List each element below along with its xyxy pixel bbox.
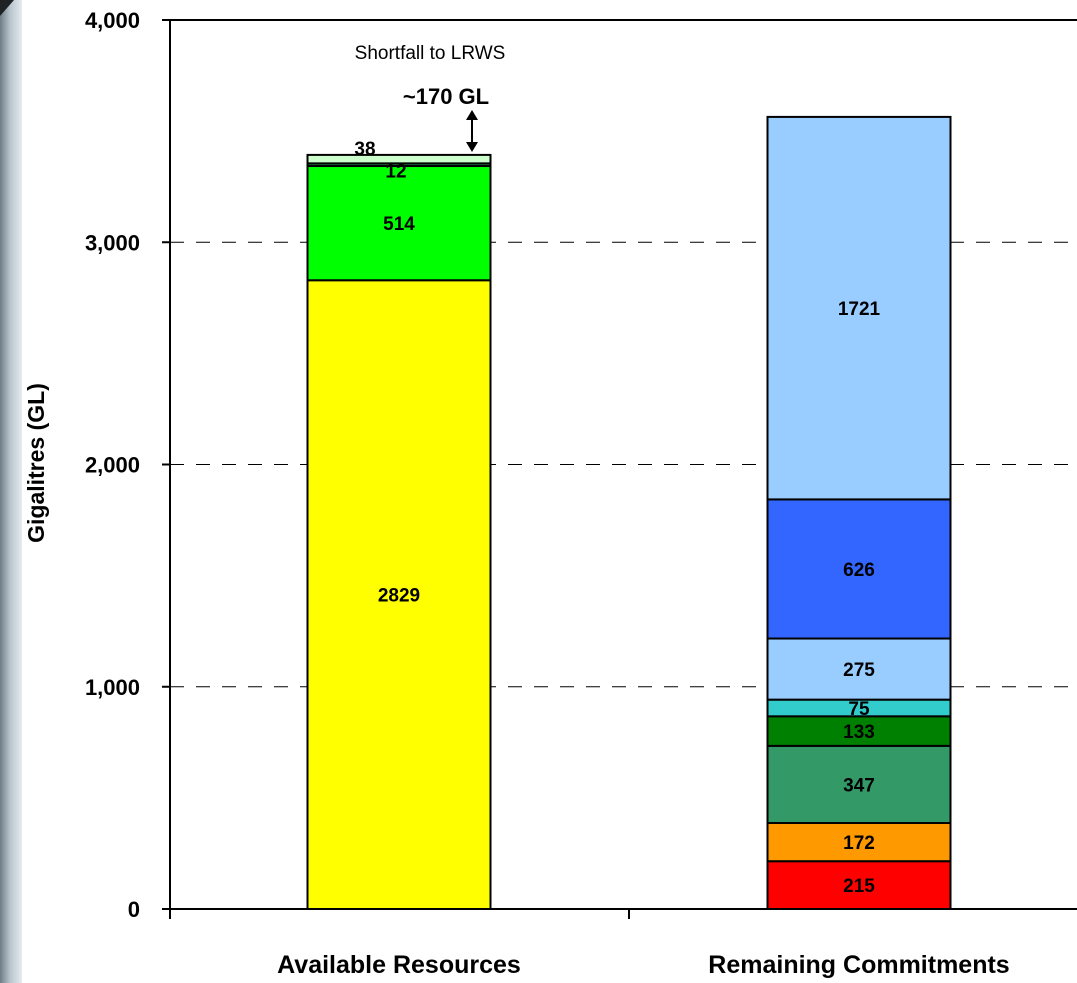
segment-label: 626 (843, 560, 875, 581)
shortfall-value: ~170 GL (403, 84, 489, 109)
window-edge (0, 0, 22, 983)
segment-label: 347 (843, 775, 875, 796)
y-tick-label: 4,000 (85, 8, 140, 33)
bar-segment (766, 821, 952, 863)
bar-segment (766, 715, 952, 747)
shortfall-arrow-down-head (466, 142, 478, 152)
y-tick-label: 0 (128, 897, 140, 922)
segment-label: 1721 (838, 299, 881, 320)
segment-label: 215 (843, 876, 875, 897)
shortfall-label: Shortfall to LRWS (355, 43, 506, 64)
segment-label: 172 (843, 833, 875, 854)
category-label: Available Resources (277, 951, 521, 979)
category-label: Remaining Commitments (708, 951, 1009, 979)
segment-label: 12 (385, 162, 406, 183)
segment-label: 38 (354, 139, 375, 160)
bar-segment (766, 637, 952, 701)
segment-label: 275 (843, 660, 875, 681)
segment-label: 514 (383, 214, 415, 235)
y-tick-label: 1,000 (85, 675, 140, 700)
window-corner (0, 0, 14, 16)
y-axis-label: Gigalitres (GL) (23, 383, 49, 543)
segment-label: 75 (848, 699, 870, 720)
bar-segment (766, 744, 952, 824)
bar-segment (306, 153, 492, 165)
bar-segment (766, 115, 952, 501)
axes: 0 1,000 2,000 3,000 4,000 Available Resources… (85, 8, 1077, 979)
bar-segment (306, 279, 492, 910)
segment-label: 133 (843, 722, 875, 743)
y-tick-label: 2,000 (85, 453, 140, 478)
annotations: Shortfall to LRWS ~170 GL (355, 43, 506, 152)
y-tick-label: 3,000 (85, 230, 140, 255)
segment-label: 2829 (378, 586, 420, 607)
shortfall-arrow-up-head (466, 110, 478, 120)
